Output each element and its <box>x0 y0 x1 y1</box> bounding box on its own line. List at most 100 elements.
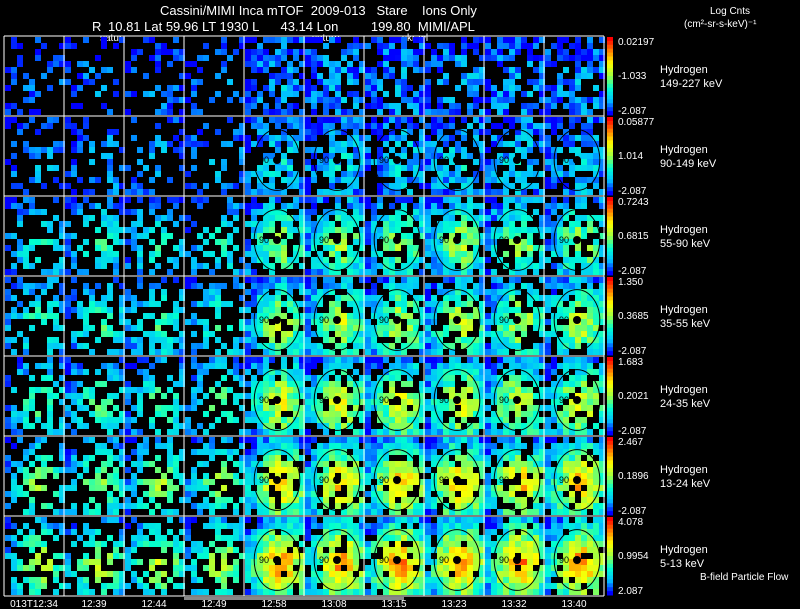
channel-panel: 90 90 90 90 90 90 <box>5 517 605 595</box>
colorbar-segment <box>607 156 613 161</box>
colorbar-segment <box>607 117 613 122</box>
colorbar-segment <box>607 40 613 46</box>
contour-label: 90 <box>499 475 509 485</box>
contour-label: 90 <box>379 235 389 245</box>
saturn-marker <box>573 316 581 324</box>
colorbar-min: -2.087 <box>618 426 647 437</box>
pitch-angle-contour <box>313 369 361 431</box>
pitch-angle-contour <box>493 129 541 191</box>
pitch-angle-contour <box>253 449 301 511</box>
colorbar-max: 1.350 <box>618 277 643 288</box>
colorbar-segment <box>607 339 613 344</box>
pitch-angle-contour <box>313 129 361 191</box>
saturn-marker <box>333 316 341 324</box>
colorbar-segment <box>607 380 613 385</box>
saturn-marker <box>453 556 461 564</box>
colorbar-max: 0.02197 <box>618 37 655 48</box>
colorbar-segment <box>607 559 613 565</box>
colorbar-segment <box>607 255 613 260</box>
contour-label: 90 <box>259 475 269 485</box>
colorbar-segment <box>607 468 613 473</box>
colorbar-segment <box>607 91 613 96</box>
contour-label: 90 <box>379 555 389 565</box>
colorbar-segment <box>607 388 613 393</box>
colorbar-segment <box>607 476 613 481</box>
colorbar-segment <box>607 357 613 362</box>
contour-label: 90 <box>319 475 329 485</box>
colorbar-segment <box>607 563 613 569</box>
colorbar-segment <box>607 536 613 541</box>
colorbar-segment <box>607 403 613 409</box>
colorbar-segment <box>607 216 613 221</box>
contour-label: 90 <box>319 315 329 325</box>
contour-label: 90 <box>439 475 449 485</box>
colorbar-segment <box>607 587 613 592</box>
saturn-marker <box>513 556 521 564</box>
channel-panel: 90 90 90 90 90 90 <box>5 197 605 275</box>
pitch-angle-contour <box>433 129 481 191</box>
pitch-angle-contour <box>553 369 601 431</box>
colorbar-segment <box>607 364 613 370</box>
contour-label: 90 <box>319 235 329 245</box>
colorbar-segment <box>607 308 613 313</box>
saturn-marker <box>453 476 461 484</box>
contour-label: 90 <box>559 315 569 325</box>
pitch-angle-contour <box>373 289 421 351</box>
colorbar-segment <box>607 124 613 130</box>
contour-label: 90 <box>499 155 509 165</box>
colorbar-segment <box>607 296 613 301</box>
colorbar-segment <box>607 68 613 73</box>
colorbar-segment <box>607 503 613 508</box>
saturn-marker <box>513 476 521 484</box>
pitch-angle-contour <box>253 529 301 591</box>
channel-species: Hydrogen <box>660 544 708 556</box>
colorbar-segment <box>607 411 613 416</box>
pitch-angle-contour <box>253 369 301 431</box>
colorbar-segment <box>607 52 613 57</box>
colorbar-segment <box>607 528 613 534</box>
saturn-marker <box>513 156 521 164</box>
contour-label: 90 <box>259 395 269 405</box>
colorbar-mid: -1.033 <box>618 71 647 82</box>
colorbar-segment <box>607 316 613 321</box>
colorbar-segment <box>607 48 613 54</box>
pitch-angle-contour <box>313 529 361 591</box>
colorbar-segment <box>607 247 613 253</box>
colorbar-segment <box>607 544 613 549</box>
colorbar-segment <box>607 136 613 141</box>
channel-energy: 13-24 keV <box>660 478 711 490</box>
time-tick-label: 13:40 <box>561 599 586 609</box>
channel-species: Hydrogen <box>660 384 708 396</box>
colorbar-segment <box>607 323 613 329</box>
colorbar-segment <box>607 423 613 428</box>
contour-label: 90 <box>379 475 389 485</box>
colorbar-segment <box>607 208 613 214</box>
colorbar-segment <box>607 267 613 272</box>
colorbar-min: 2.087 <box>618 586 643 597</box>
time-tick-label: 13:08 <box>321 599 346 609</box>
contour-label: 90 <box>439 155 449 165</box>
contour-label: 90 <box>439 235 449 245</box>
contour-label: 90 <box>499 555 509 565</box>
colorbar-segment <box>607 271 613 276</box>
pitch-angle-contour <box>553 129 601 191</box>
colorbar-segment <box>607 277 613 282</box>
contour-label: 90 <box>379 155 389 165</box>
colorbar-segment <box>607 179 613 184</box>
channel-energy: 55-90 keV <box>660 238 711 250</box>
colorbar-mid: 1.014 <box>618 151 643 162</box>
time-tick-label: 13:15 <box>381 599 406 609</box>
colorbar-segment <box>607 76 613 81</box>
channel-species: Hydrogen <box>660 224 708 236</box>
colorbar-segment <box>607 187 613 192</box>
pitch-angle-contour <box>553 289 601 351</box>
saturn-marker <box>393 156 401 164</box>
colorbar-segment <box>607 483 613 489</box>
colorbar-segment <box>607 552 613 557</box>
saturn-marker <box>393 476 401 484</box>
colorbar-segment <box>607 228 613 233</box>
contour-label: 90 <box>559 235 569 245</box>
colorbar-segment <box>607 376 613 381</box>
pitch-angle-contour <box>253 289 301 351</box>
